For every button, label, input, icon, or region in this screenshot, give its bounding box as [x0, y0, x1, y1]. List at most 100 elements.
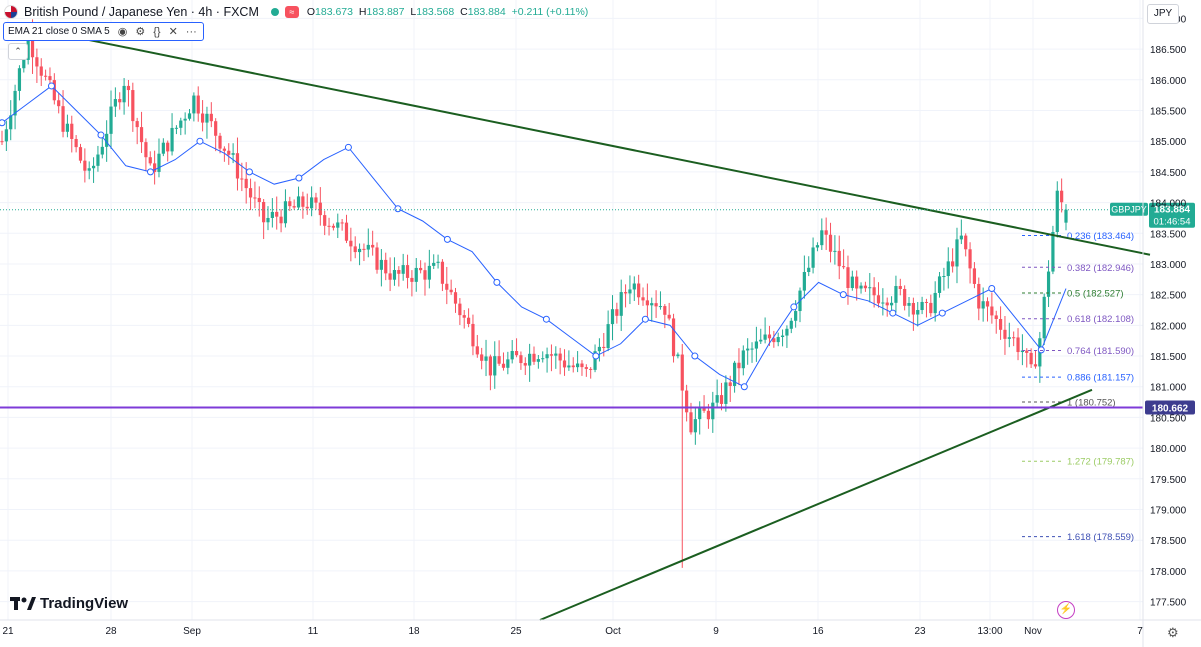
candle-body — [1016, 337, 1020, 353]
candle-body — [310, 197, 314, 209]
candle-body — [554, 353, 558, 356]
y-tick-label: 186.000 — [1150, 76, 1187, 87]
ema-marker — [47, 82, 55, 90]
candle-body — [571, 365, 575, 368]
candle-body — [270, 211, 274, 218]
symbol-tag-label: GBPJPY — [1111, 205, 1147, 215]
close-icon[interactable]: ✕ — [168, 26, 178, 38]
candle-body — [157, 153, 161, 172]
candle-body — [663, 306, 667, 315]
candle-body — [741, 350, 745, 369]
candle-body — [754, 341, 758, 349]
eye-icon[interactable]: ◉ — [117, 26, 128, 38]
candle-body — [388, 273, 392, 280]
candle-body — [57, 100, 61, 107]
candle-body — [510, 350, 514, 360]
candle-body — [153, 163, 157, 172]
candle-body — [872, 287, 876, 296]
candle-body — [972, 268, 977, 284]
candle-body — [275, 211, 279, 217]
change-value: +0.211 (+0.11%) — [511, 6, 589, 18]
candle-body — [336, 222, 340, 228]
candle-body — [619, 292, 623, 316]
indicator-legend[interactable]: EMA 21 close 0 SMA 5 ◉ ⚙ {} ✕ ··· — [3, 22, 204, 41]
x-tick-label: 11 — [308, 626, 319, 637]
lightning-icon[interactable]: ⚡ — [1057, 601, 1075, 619]
candle-body — [493, 356, 497, 376]
market-status[interactable]: ≈ — [269, 6, 299, 18]
candle-body — [1055, 190, 1059, 232]
candle-body — [863, 285, 868, 289]
candle-body — [187, 113, 192, 119]
candle-body — [209, 113, 213, 122]
candle-body — [105, 133, 109, 147]
candle-body — [1020, 350, 1024, 353]
candle-body — [711, 402, 715, 420]
candle-body — [567, 365, 571, 368]
candle-body — [541, 358, 545, 360]
fib-level-label: 0.764 (181.590) — [1067, 346, 1134, 357]
candle-body — [732, 362, 737, 386]
fib-level-label: 0.236 (183.464) — [1067, 231, 1134, 242]
candle-body — [715, 395, 719, 403]
candle-body — [126, 85, 131, 91]
candle-body — [458, 303, 462, 316]
high-key: H — [358, 6, 367, 18]
candle-body — [170, 127, 174, 152]
candle-body — [466, 317, 471, 324]
x-tick-label: 25 — [510, 626, 522, 637]
candle-body — [384, 259, 388, 274]
candle-body — [248, 188, 253, 198]
candle-body — [889, 302, 894, 306]
candle-body — [9, 115, 13, 130]
candle-body — [4, 129, 8, 142]
x-tick-label: 7 — [1137, 626, 1143, 637]
candle-body — [641, 297, 645, 301]
candles — [0, 19, 1068, 568]
candle-body — [606, 324, 610, 349]
y-tick-label: 180.000 — [1150, 444, 1187, 455]
symbol-title[interactable]: British Pound / Japanese Yen · 4h · FXCM — [24, 5, 259, 19]
more-icon[interactable]: ··· — [185, 25, 197, 38]
candle-body — [1012, 337, 1016, 339]
candle-body — [497, 356, 501, 364]
y-tick-label: 178.000 — [1150, 567, 1187, 578]
candle-body — [192, 95, 196, 114]
candle-body — [876, 295, 881, 304]
y-tick-label: 181.500 — [1150, 352, 1187, 363]
candle-body — [623, 292, 628, 294]
candle-body — [427, 265, 431, 280]
source-code-icon[interactable]: {} — [153, 25, 161, 38]
candle-body — [785, 328, 789, 336]
candle-body — [349, 240, 353, 247]
candle-body — [506, 359, 510, 368]
candle-body — [667, 314, 671, 319]
candle-body — [314, 197, 318, 203]
gear-icon[interactable]: ⚙ — [135, 26, 146, 38]
collapse-legend-button[interactable]: ⌃ — [8, 43, 28, 60]
candle-body — [719, 395, 724, 404]
candle-body — [859, 285, 863, 289]
candle-body — [593, 351, 597, 370]
chart-settings-icon[interactable]: ⚙ — [1167, 625, 1179, 640]
candle-body — [549, 354, 554, 356]
candle-body — [523, 363, 527, 366]
candle-body — [536, 359, 540, 362]
candle-body — [519, 355, 523, 364]
fib-level-label: 1.618 (178.559) — [1067, 532, 1134, 543]
candle-body — [937, 276, 942, 293]
candle-body — [702, 407, 706, 411]
candle-body — [693, 419, 697, 433]
candle-body — [323, 215, 327, 226]
candle-body — [118, 99, 122, 103]
ema-marker — [592, 352, 600, 360]
last-price-label: 183.884 — [1154, 205, 1191, 216]
candle-body — [532, 353, 536, 362]
candle-body — [637, 283, 641, 298]
currency-button[interactable]: JPY — [1147, 4, 1179, 24]
candle-body — [1025, 350, 1029, 353]
ema-marker — [641, 315, 649, 323]
last-price-tag — [1149, 202, 1195, 228]
